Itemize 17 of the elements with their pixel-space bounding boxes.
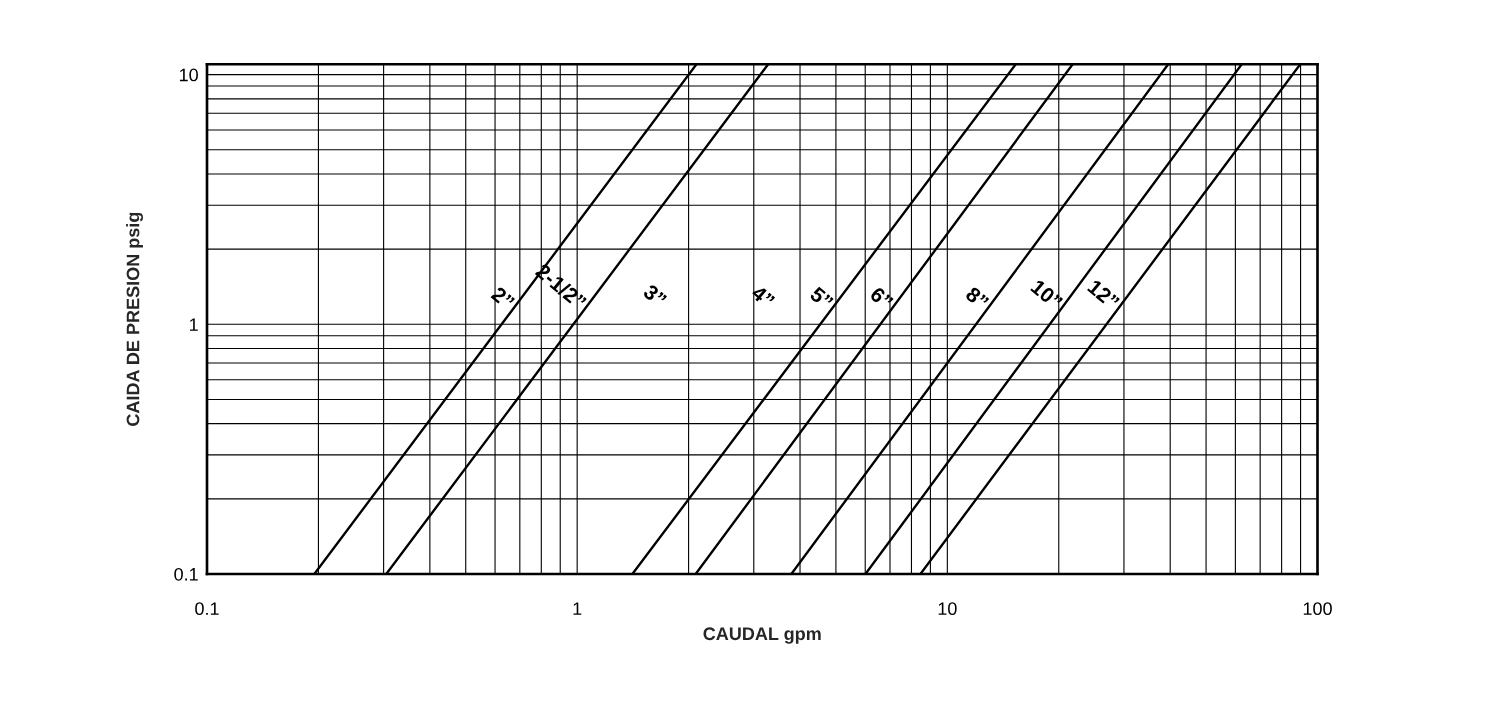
- text: 5”: [809, 286, 834, 311]
- text: 12”: [1087, 278, 1120, 310]
- x-tick-label: 100: [1303, 602, 1332, 616]
- x-tick-label: 1: [573, 602, 582, 615]
- y-axis-title: CAIDA DE PRESION psig: [126, 212, 144, 426]
- text: 10”: [1030, 278, 1064, 311]
- y-tick-label: 10: [179, 68, 198, 82]
- text: 6”: [869, 286, 894, 311]
- x-axis-title: CAUDAL gpm: [703, 627, 821, 644]
- annotation: 3”: [642, 283, 668, 308]
- x-tick-label: 0.1: [195, 602, 219, 616]
- annotation: 4”: [750, 284, 776, 309]
- x-tick-label: 10: [938, 602, 957, 616]
- text: 2”: [490, 286, 516, 310]
- y-tick-label: 1: [190, 318, 198, 331]
- text: 8”: [964, 285, 990, 311]
- y-tick-label: 0.1: [174, 567, 198, 581]
